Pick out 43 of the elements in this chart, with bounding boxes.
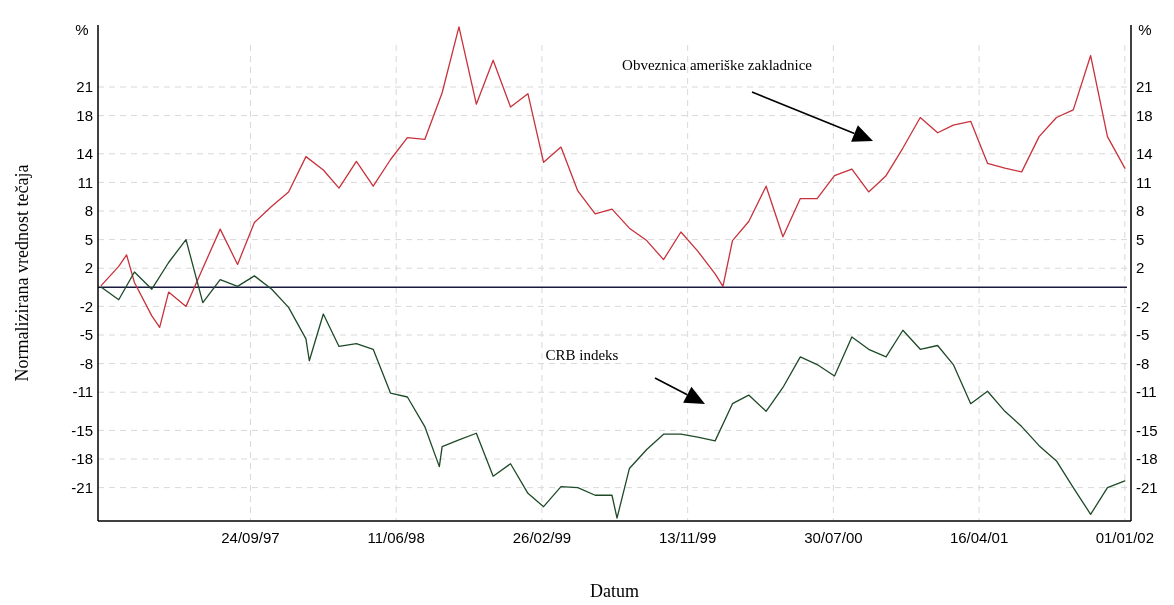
y-tick-label: 11 [77, 173, 93, 191]
x-tick-label: 01/01/02 [1095, 529, 1155, 546]
y2-tick-label: -18 [1136, 450, 1158, 468]
annotation: CRB indeks [545, 347, 619, 363]
x-tick-label: 30/07/00 [804, 529, 863, 546]
y2-tick-label: -8 [1136, 354, 1150, 372]
y-tick-label: -18 [71, 450, 93, 468]
y2-tick-label: 21 [1136, 78, 1153, 96]
line-series [100, 26, 1126, 329]
y2-tick-label: 18 [1136, 106, 1153, 124]
y-tick-label: -15 [71, 421, 93, 439]
x-axis-title: Datum [590, 581, 639, 601]
y-tick-label: 2 [84, 259, 93, 277]
y2-tick-label: 5 [1136, 230, 1145, 248]
y-tick-label: 8 [84, 202, 93, 220]
x-tick-label: 24/09/97 [221, 529, 280, 546]
text: % [1138, 21, 1152, 38]
y-tick-label: 14 [76, 145, 93, 163]
x-tick-label: 13/11/99 [659, 529, 717, 546]
y-tick-label: -5 [79, 326, 93, 344]
y2-tick-label: -11 [1136, 383, 1157, 401]
y-axis-title: Normalizirana vrednost tečaja [12, 164, 32, 382]
y2-tick-label: -21 [1136, 478, 1158, 496]
y2-tick-label: 11 [1136, 173, 1152, 191]
y2-tick-label: -15 [1136, 421, 1158, 439]
annotation: Obveznica ameriške zakladnice [622, 57, 813, 73]
y-tick-label: -8 [79, 354, 93, 372]
x-tick-label: 26/02/99 [512, 529, 572, 546]
y2-tick-label: -5 [1136, 326, 1150, 344]
y-tick-label: -2 [79, 297, 93, 315]
x-tick-label: 11/06/98 [367, 529, 425, 546]
line-series [100, 238, 1126, 519]
y2-tick-label: 8 [1136, 202, 1145, 220]
text: % [75, 21, 89, 38]
y2-tick-label: 2 [1136, 259, 1145, 277]
y2-tick-label: -2 [1136, 297, 1150, 315]
y-tick-label: 5 [84, 230, 93, 248]
y2-tick-label: 14 [1136, 145, 1153, 163]
y-tick-label: 18 [76, 106, 93, 124]
y-tick-label: 21 [76, 78, 93, 96]
x-tick-label: 16/04/01 [949, 529, 1009, 546]
y-tick-label: -11 [72, 383, 93, 401]
y-tick-label: -21 [71, 478, 93, 496]
